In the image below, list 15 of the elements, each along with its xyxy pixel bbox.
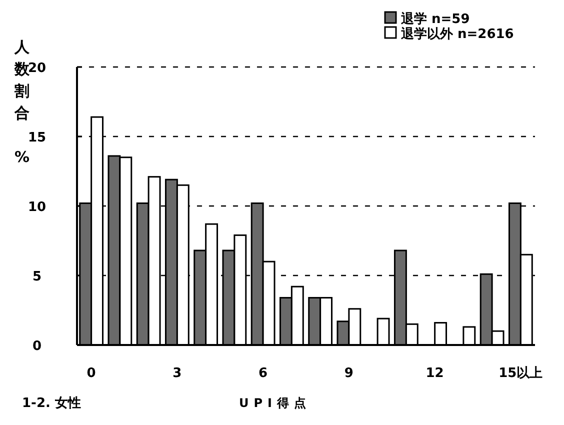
x-tick-label: 12: [426, 366, 444, 381]
x-tick-label: 3: [172, 366, 182, 381]
y-tick-label: 10: [28, 200, 46, 215]
x-tick-label: 0: [86, 366, 96, 381]
text: 人数割合%: [14, 38, 30, 166]
legend-label: 退学以外 n=2616: [400, 26, 514, 42]
legend-label: 退学 n=59: [400, 11, 470, 27]
x-axis-title: UPI得点: [238, 396, 312, 410]
x-tick-label: 9: [344, 366, 354, 381]
y-tick-label: 0: [32, 339, 42, 354]
y-tick-label: 5: [32, 270, 42, 284]
y-tick-label: 15: [28, 130, 46, 146]
text: 1-2. 女性: [22, 396, 81, 411]
x-tick-label: 15以上: [498, 366, 543, 381]
x-tick-label: 6: [258, 366, 268, 381]
